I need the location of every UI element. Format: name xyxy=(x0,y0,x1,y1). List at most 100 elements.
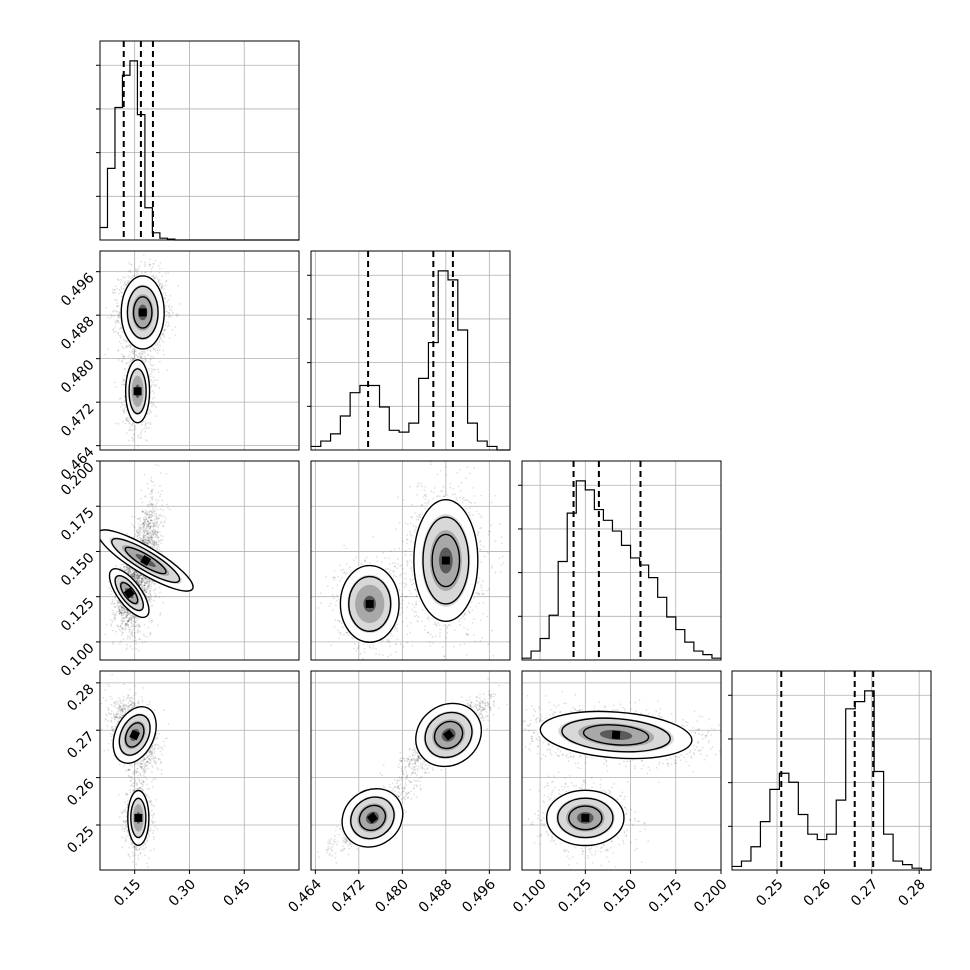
scatter-point xyxy=(121,291,123,294)
scatter-point xyxy=(129,573,132,576)
scatter-point xyxy=(118,289,121,291)
scatter-point xyxy=(149,350,152,353)
scatter-point xyxy=(131,424,134,427)
scatter-point xyxy=(151,536,154,539)
scatter-point xyxy=(158,349,161,351)
scatter-point xyxy=(130,631,133,634)
scatter-point xyxy=(129,344,131,346)
scatter-point xyxy=(122,611,124,614)
scatter-point xyxy=(142,536,145,539)
scatter-point xyxy=(114,386,117,389)
scatter-point xyxy=(158,279,161,281)
scatter-point xyxy=(148,582,151,585)
scatter-point xyxy=(121,606,124,609)
scatter-point xyxy=(105,306,107,309)
scatter-point xyxy=(153,523,156,525)
scatter-point xyxy=(141,539,144,542)
scatter-point xyxy=(147,595,150,598)
scatter-point xyxy=(153,518,155,521)
scatter-point xyxy=(122,620,124,623)
scatter-point xyxy=(150,275,153,278)
scatter-point xyxy=(147,596,150,599)
scatter-point xyxy=(122,617,125,619)
scatter-point xyxy=(140,580,143,583)
scatter-point xyxy=(131,573,134,575)
scatter-point xyxy=(140,576,143,579)
scatter-point xyxy=(162,515,165,518)
scatter-point xyxy=(145,587,148,590)
scatter-point xyxy=(111,629,114,632)
scatter-point xyxy=(120,342,122,345)
scatter-point xyxy=(128,612,131,615)
scatter-point xyxy=(142,350,145,353)
scatter-point xyxy=(137,434,140,437)
scatter-point xyxy=(162,535,164,538)
scatter-point xyxy=(158,596,161,599)
scatter-point xyxy=(137,355,140,358)
scatter-point xyxy=(118,609,121,612)
scatter-point xyxy=(169,308,171,311)
scatter-point xyxy=(127,567,130,569)
scatter-point xyxy=(148,368,150,370)
scatter-point xyxy=(139,584,141,586)
scatter-point xyxy=(144,519,147,521)
scatter-point xyxy=(146,578,149,581)
scatter-point xyxy=(139,625,141,628)
scatter-point xyxy=(149,541,152,544)
scatter-point xyxy=(143,584,146,587)
scatter-point xyxy=(117,422,120,425)
scatter-point xyxy=(165,279,168,282)
scatter-point xyxy=(140,578,143,580)
scatter-point xyxy=(146,536,149,539)
scatter-point xyxy=(104,353,106,356)
scatter-point xyxy=(143,524,146,526)
scatter-point xyxy=(114,630,117,633)
scatter-point xyxy=(126,566,128,568)
scatter-point xyxy=(131,359,134,362)
scatter-point xyxy=(129,570,132,573)
scatter-point xyxy=(126,623,128,626)
scatter-point xyxy=(149,532,152,535)
scatter-point xyxy=(144,515,147,518)
scatter-point xyxy=(150,401,153,404)
scatter-point xyxy=(112,291,115,294)
scatter-point xyxy=(121,609,124,612)
scatter-point xyxy=(129,423,131,425)
scatter-point xyxy=(149,633,152,636)
scatter-point xyxy=(127,270,130,272)
scatter-point xyxy=(152,533,155,536)
scatter-point xyxy=(145,539,148,541)
scatter-point xyxy=(119,625,122,628)
scatter-point xyxy=(165,310,167,313)
scatter-point xyxy=(159,493,162,496)
scatter-point xyxy=(129,426,131,429)
scatter-point xyxy=(153,536,156,539)
scatter-point xyxy=(158,271,161,274)
scatter-point xyxy=(144,523,147,525)
scatter-point xyxy=(158,539,161,542)
scatter-point xyxy=(154,415,157,418)
scatter-point xyxy=(130,615,133,618)
scatter-point xyxy=(114,596,117,599)
scatter-point xyxy=(139,437,142,440)
scatter-point xyxy=(113,616,116,619)
scatter-point xyxy=(125,346,128,349)
scatter-point xyxy=(114,291,117,294)
scatter-point xyxy=(156,278,159,280)
scatter-point xyxy=(161,285,164,287)
scatter-point xyxy=(152,541,155,543)
scatter-point xyxy=(135,579,138,581)
scatter-point xyxy=(117,602,120,605)
scatter-point xyxy=(143,590,146,592)
scatter-point xyxy=(122,357,125,360)
scatter-point xyxy=(149,591,152,594)
scatter-point xyxy=(125,569,128,572)
scatter-point xyxy=(118,609,121,612)
scatter-point xyxy=(149,598,152,601)
scatter-point xyxy=(141,540,144,543)
scatter-point xyxy=(167,298,170,301)
scatter-point xyxy=(150,489,153,492)
scatter-point xyxy=(146,579,149,582)
scatter-point xyxy=(112,619,115,621)
scatter-point xyxy=(144,541,146,543)
